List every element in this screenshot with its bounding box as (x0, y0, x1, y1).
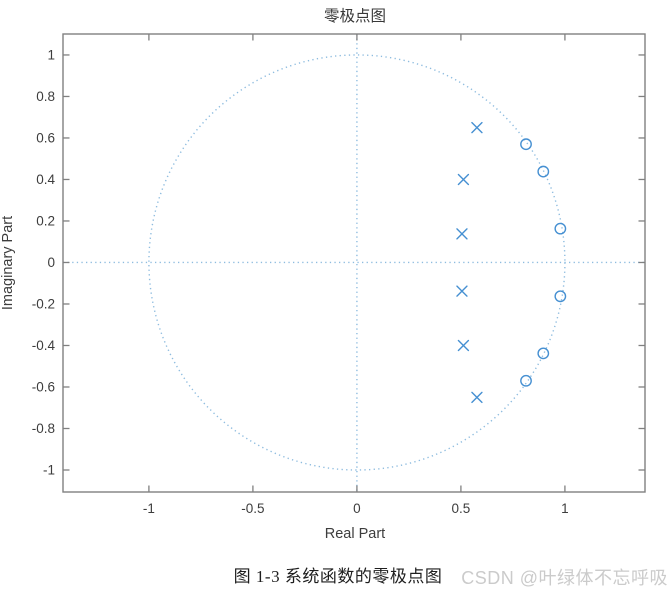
unit-circle (148, 54, 566, 471)
zero-marker (554, 290, 567, 303)
zero-marker (537, 347, 550, 360)
y-tick-label: 0.2 (36, 214, 55, 229)
figure-caption: 图 1-3 系统函数的零极点图 (233, 567, 443, 586)
pole-marker (457, 339, 470, 352)
pole-marker (456, 228, 468, 240)
y-tick-label: 0.6 (36, 131, 55, 146)
y-tick-label: -0.2 (32, 297, 55, 312)
zero-marker (537, 165, 550, 178)
pole-marker (471, 391, 483, 404)
x-tick-label: 0.5 (452, 501, 471, 516)
y-axis-label: Imaginary Part (0, 216, 16, 310)
x-tick-label: -1 (143, 501, 155, 516)
watermark: CSDN @叶绿体不忘呼吸 (461, 568, 668, 588)
x-axis-label: Real Part (325, 526, 385, 542)
zero-marker (520, 138, 532, 151)
pole-zero-plot: -1 -0.5 0 0.5 1 1 0.8 0.6 0.4 0.2 0 -0.2 -0.4 -0.6 -0.… (0, 7, 646, 542)
zero-marker (554, 222, 567, 235)
y-tick-label: 1 (47, 48, 55, 63)
y-tick-label: -0.8 (32, 421, 55, 436)
x-tick-label: 1 (561, 501, 569, 516)
pole-marker (456, 285, 468, 297)
zero-marker (520, 374, 532, 387)
y-tick-label: 0 (47, 255, 55, 270)
plot-graphics: -1 -0.5 0 0.5 1 1 0.8 0.6 0.4 0.2 0 -0.2 -0.4 -0.6 -0.… (32, 33, 646, 516)
y-tick-label: 0.4 (36, 172, 55, 187)
y-tick-label: -0.6 (32, 380, 55, 395)
x-tick-label: 0 (353, 501, 361, 516)
pole-marker (471, 121, 483, 134)
y-tick-label: -1 (43, 463, 55, 478)
y-tick-label: -0.4 (32, 338, 56, 353)
plot-title: 零极点图 (324, 7, 386, 25)
x-tick-label: -0.5 (241, 501, 264, 516)
pole-marker (457, 173, 470, 186)
y-tick-label: 0.8 (36, 89, 55, 104)
